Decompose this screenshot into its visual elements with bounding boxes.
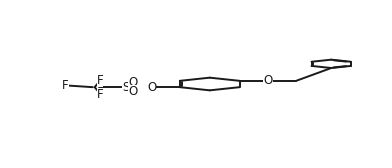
- Text: S: S: [122, 81, 129, 94]
- Text: O: O: [147, 81, 156, 94]
- Text: O: O: [263, 74, 272, 87]
- Text: F: F: [96, 74, 103, 87]
- Text: O: O: [128, 86, 137, 98]
- Text: O: O: [128, 76, 137, 89]
- Text: F: F: [96, 88, 103, 101]
- Text: F: F: [62, 79, 69, 92]
